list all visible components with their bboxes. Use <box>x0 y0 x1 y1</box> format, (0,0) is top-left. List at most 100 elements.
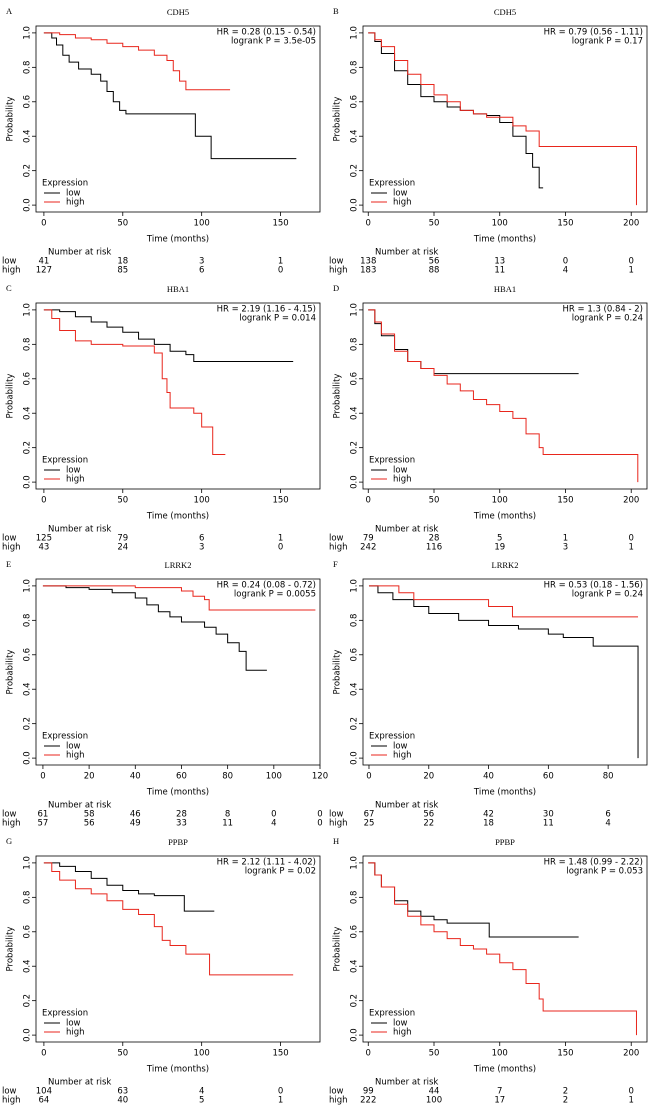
risk-count: 43 <box>38 543 49 553</box>
plot-box <box>35 578 321 766</box>
risk-count: 1 <box>629 266 634 276</box>
x-tick-label: 100 <box>194 496 210 506</box>
x-tick-label: 150 <box>557 1049 573 1059</box>
x-axis-label: Time (months) <box>473 512 536 522</box>
legend-label: low <box>393 466 408 476</box>
survival-curve <box>368 309 639 483</box>
x-tick-label: 100 <box>492 219 508 229</box>
risk-row-label: low <box>2 257 17 267</box>
y-tick-label: 0.6 <box>23 372 33 386</box>
plot-box <box>362 302 648 490</box>
logrank-p: logrank P = 0.053 <box>566 867 643 877</box>
logrank-p: logrank P = 0.17 <box>572 37 643 47</box>
logrank-p: logrank P = 3.5e-05 <box>231 37 316 47</box>
panel-letter: H <box>333 836 339 846</box>
plot-box <box>362 25 648 213</box>
y-tick-label: 0.0 <box>350 475 360 489</box>
y-axis-label: Probability <box>6 650 16 695</box>
x-tick-label: 0 <box>366 772 371 782</box>
y-axis-label: Probability <box>6 97 16 142</box>
risk-count: 1 <box>629 543 634 553</box>
risk-row-label: high <box>329 819 348 829</box>
chart-title: PPBP <box>168 837 188 847</box>
risk-count: 25 <box>364 819 375 829</box>
risk-count: 85 <box>117 266 128 276</box>
chart-title: LRRK2 <box>165 560 192 570</box>
y-tick-label: 1.0 <box>23 856 33 870</box>
y-tick-label: 0.0 <box>23 1028 33 1042</box>
survival-curve <box>43 32 297 160</box>
risk-table-title: Number at risk <box>48 525 111 535</box>
risk-count: 19 <box>494 543 505 553</box>
y-tick-label: 1.0 <box>23 26 33 40</box>
x-tick-label: 200 <box>623 219 639 229</box>
y-tick-label: 0.2 <box>23 441 33 455</box>
x-tick-label: 0 <box>366 496 371 506</box>
legend-label: low <box>66 1019 81 1029</box>
x-tick-label: 0 <box>40 772 45 782</box>
y-tick-label: 0.2 <box>350 994 360 1008</box>
legend-title: Expression <box>369 1009 415 1019</box>
risk-count: 79 <box>117 534 128 544</box>
x-tick-label: 40 <box>483 772 494 782</box>
y-tick-label: 0.8 <box>350 338 360 352</box>
x-tick-label: 100 <box>492 1049 508 1059</box>
y-tick-label: 0.4 <box>350 129 360 143</box>
risk-count: 30 <box>543 810 554 820</box>
risk-count: 242 <box>360 543 376 553</box>
risk-count: 57 <box>38 819 49 829</box>
risk-count: 100 <box>426 1096 442 1106</box>
y-axis-label: Probability <box>6 374 16 419</box>
x-tick-label: 200 <box>623 496 639 506</box>
panel-letter: D <box>333 283 339 293</box>
risk-count: 127 <box>36 266 52 276</box>
risk-count: 99 <box>363 1087 374 1097</box>
risk-count: 0 <box>629 257 634 267</box>
survival-curve <box>43 309 294 363</box>
risk-table-title: Number at risk <box>375 248 438 258</box>
logrank-p: logrank P = 0.24 <box>572 590 643 600</box>
y-axis-label: Probability <box>333 97 343 142</box>
legend-title: Expression <box>42 456 88 466</box>
logrank-p: logrank P = 0.014 <box>239 314 316 324</box>
y-tick-label: 0.8 <box>350 891 360 905</box>
survival-curve <box>43 862 294 976</box>
y-tick-label: 0.6 <box>350 648 360 662</box>
legend-label: high <box>393 475 412 485</box>
risk-count: 56 <box>429 257 440 267</box>
x-tick-label: 50 <box>117 496 128 506</box>
risk-count: 79 <box>363 534 374 544</box>
survival-curve <box>368 309 579 375</box>
risk-count: 1 <box>278 1096 283 1106</box>
risk-count: 18 <box>483 819 494 829</box>
legend-label: high <box>66 1028 85 1038</box>
risk-count: 104 <box>36 1087 52 1097</box>
risk-row-label: low <box>2 534 17 544</box>
risk-count: 11 <box>494 266 505 276</box>
legend-label: high <box>393 1028 412 1038</box>
legend-label: high <box>66 475 85 485</box>
risk-table-title: Number at risk <box>48 248 111 258</box>
y-tick-label: 0.8 <box>23 61 33 75</box>
legend-title: Expression <box>42 1009 88 1019</box>
risk-count: 0 <box>278 266 283 276</box>
risk-count: 5 <box>199 1096 204 1106</box>
risk-row-label: low <box>2 1087 17 1097</box>
x-tick-label: 100 <box>492 496 508 506</box>
x-tick-label: 0 <box>41 219 46 229</box>
legend-label: low <box>66 466 81 476</box>
x-tick-label: 80 <box>222 772 233 782</box>
plot-box <box>35 855 321 1043</box>
x-tick-label: 60 <box>176 772 187 782</box>
risk-count: 56 <box>423 810 434 820</box>
chart-title: CDH5 <box>167 7 189 17</box>
risk-count: 0 <box>317 819 322 829</box>
y-tick-label: 0.2 <box>23 164 33 178</box>
risk-row-label: high <box>2 266 21 276</box>
plot-box <box>362 578 648 766</box>
x-tick-label: 100 <box>194 219 210 229</box>
y-tick-label: 0.8 <box>23 338 33 352</box>
y-tick-label: 0.8 <box>23 891 33 905</box>
